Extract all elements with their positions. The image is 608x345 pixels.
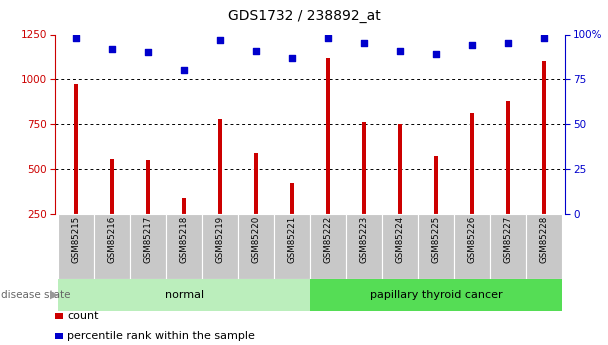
Bar: [382, 214, 418, 279]
Bar: [166, 214, 202, 279]
Point: [503, 41, 513, 46]
Bar: [470, 114, 474, 259]
Point: [71, 35, 81, 41]
Text: GSM85221: GSM85221: [288, 216, 297, 263]
Text: GSM85218: GSM85218: [180, 216, 188, 263]
Bar: [218, 119, 223, 259]
Text: GSM85220: GSM85220: [252, 216, 261, 263]
Text: GSM85228: GSM85228: [539, 216, 548, 263]
Bar: [346, 214, 382, 279]
Text: disease state: disease state: [1, 290, 71, 300]
Point: [251, 48, 261, 53]
Text: GSM85215: GSM85215: [72, 216, 81, 263]
Point: [539, 35, 549, 41]
Point: [143, 50, 153, 55]
Text: GSM85216: GSM85216: [108, 216, 117, 263]
Text: percentile rank within the sample: percentile rank within the sample: [67, 331, 255, 341]
Bar: [254, 153, 258, 259]
Text: GSM85224: GSM85224: [395, 216, 404, 263]
Bar: [94, 214, 130, 279]
Bar: [506, 101, 510, 259]
Point: [287, 55, 297, 61]
Bar: [238, 214, 274, 279]
Text: normal: normal: [165, 290, 204, 300]
Bar: [526, 214, 562, 279]
Bar: [58, 279, 310, 311]
Bar: [398, 124, 402, 259]
Bar: [290, 184, 294, 259]
Point: [467, 42, 477, 48]
Text: GDS1732 / 238892_at: GDS1732 / 238892_at: [227, 9, 381, 23]
Bar: [110, 159, 114, 259]
Bar: [490, 214, 526, 279]
Bar: [74, 84, 78, 259]
Bar: [202, 214, 238, 279]
Text: GSM85217: GSM85217: [143, 216, 153, 263]
Bar: [542, 60, 546, 259]
Text: GSM85226: GSM85226: [468, 216, 477, 263]
Bar: [362, 122, 366, 259]
Text: count: count: [67, 311, 99, 321]
Point: [108, 46, 117, 52]
Bar: [434, 156, 438, 259]
Text: GSM85227: GSM85227: [503, 216, 513, 263]
Bar: [310, 214, 346, 279]
Point: [215, 37, 225, 43]
Text: GSM85225: GSM85225: [432, 216, 440, 263]
Bar: [182, 198, 187, 259]
Point: [359, 41, 369, 46]
Text: GSM85223: GSM85223: [359, 216, 368, 263]
Text: papillary thyroid cancer: papillary thyroid cancer: [370, 290, 502, 300]
Text: GSM85222: GSM85222: [323, 216, 333, 263]
Text: ▶: ▶: [50, 290, 58, 300]
Point: [431, 51, 441, 57]
Bar: [326, 58, 330, 259]
Point: [395, 48, 405, 53]
Bar: [418, 214, 454, 279]
Bar: [454, 214, 490, 279]
Bar: [58, 214, 94, 279]
Point: [179, 68, 189, 73]
Bar: [130, 214, 166, 279]
Bar: [146, 160, 150, 259]
Point: [323, 35, 333, 41]
Bar: [274, 214, 310, 279]
Text: GSM85219: GSM85219: [216, 216, 225, 263]
Bar: [310, 279, 562, 311]
